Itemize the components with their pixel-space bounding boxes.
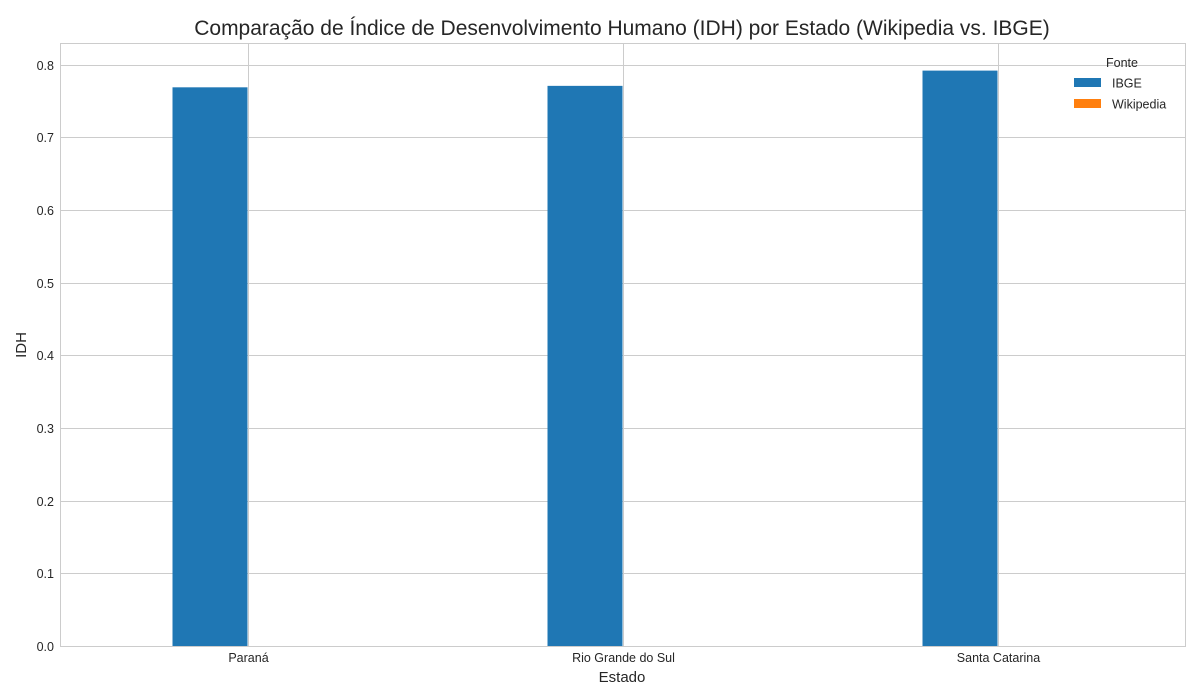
y-tick-label: 0.2 [37,495,54,509]
x-axis-label: Estado [599,669,646,686]
plot-area [60,43,1186,647]
legend-label-ibge: IBGE [1112,77,1142,91]
legend-title: Fonte [1106,56,1138,70]
x-tick-labels: Paraná Rio Grande do Sul Santa Catarina [228,651,1040,665]
y-tick-labels: 0.0 0.1 0.2 0.3 0.4 0.5 0.6 0.7 0.8 [37,59,54,654]
legend-items: IBGE Wikipedia [1074,77,1166,112]
bar-ibge-0 [172,87,248,646]
legend-swatch-wikipedia [1074,99,1101,108]
legend: Fonte IBGE Wikipedia [1074,56,1166,112]
x-tick-label: Paraná [228,651,268,665]
y-tick-label: 0.3 [37,422,54,436]
bar-ibge-1 [547,85,623,647]
x-tick-label: Rio Grande do Sul [572,651,675,665]
y-tick-label: 0.1 [37,567,54,581]
y-tick-label: 0.8 [37,59,54,73]
bars [172,70,998,647]
y-tick-label: 0.4 [37,349,54,363]
legend-swatch-ibge [1074,78,1101,87]
y-tick-label: 0.6 [37,204,54,218]
y-tick-label: 0.7 [37,131,54,145]
x-tick-label: Santa Catarina [957,651,1040,665]
bar-ibge-2 [922,70,998,646]
legend-label-wikipedia: Wikipedia [1112,98,1166,112]
y-tick-label: 0.5 [37,277,54,291]
chart-title: Comparação de Índice de Desenvolvimento … [194,17,1050,40]
y-tick-label: 0.0 [37,640,54,654]
y-axis-label: IDH [13,332,30,358]
